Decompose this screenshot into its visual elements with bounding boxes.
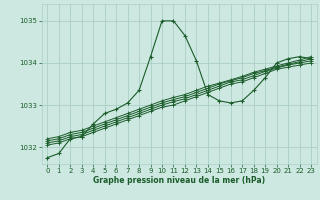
X-axis label: Graphe pression niveau de la mer (hPa): Graphe pression niveau de la mer (hPa) [93, 176, 265, 185]
